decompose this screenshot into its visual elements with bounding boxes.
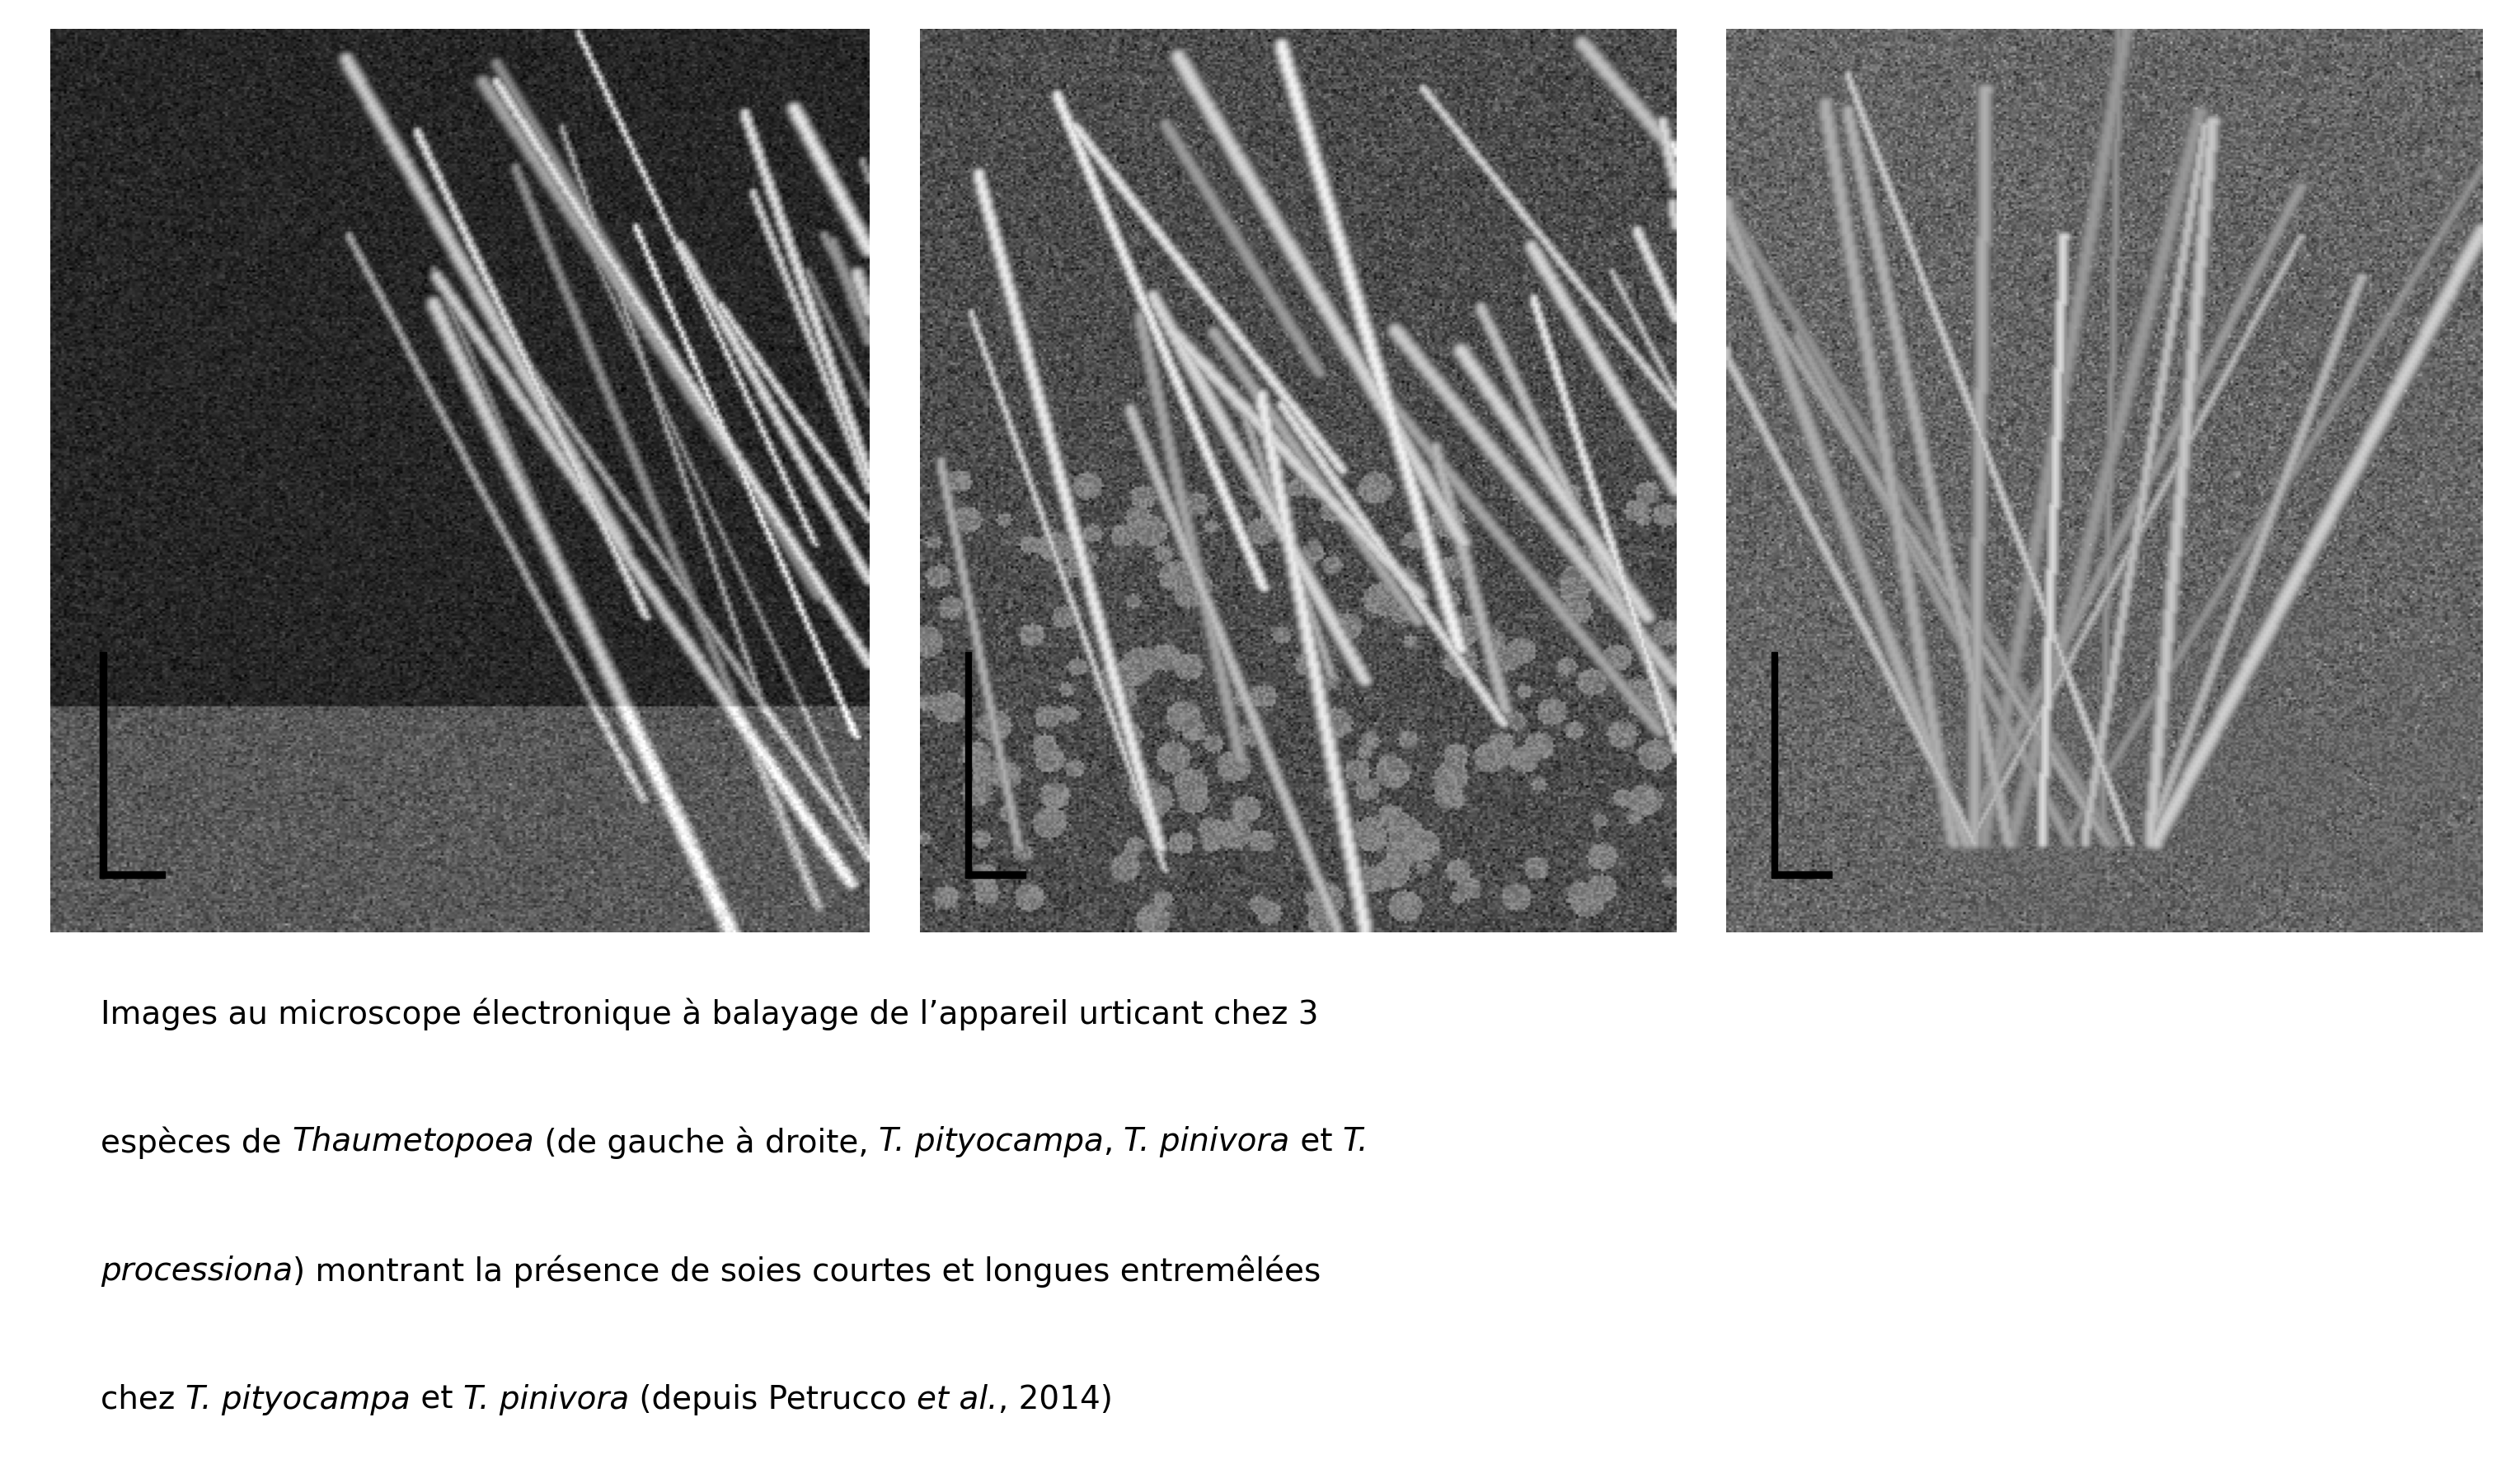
- Bar: [1772, 652, 1777, 878]
- Bar: [965, 652, 970, 878]
- Text: (depuis Petrucco: (depuis Petrucco: [630, 1384, 917, 1415]
- Text: ,: ,: [1104, 1125, 1124, 1158]
- Text: et: et: [411, 1384, 464, 1415]
- Bar: [101, 652, 106, 878]
- Text: T. pityocampa: T. pityocampa: [186, 1384, 411, 1415]
- Text: (de gauche à droite,: (de gauche à droite,: [534, 1125, 879, 1159]
- Text: Images au microscope électronique à balayage de l’appareil urticant chez 3: Images au microscope électronique à bala…: [101, 997, 1318, 1030]
- Text: et: et: [1290, 1125, 1343, 1158]
- Bar: [101, 871, 166, 878]
- Text: T. pityocampa: T. pityocampa: [879, 1125, 1104, 1158]
- Bar: [965, 871, 1026, 878]
- Text: processiona: processiona: [101, 1255, 292, 1285]
- Text: T.: T.: [1343, 1125, 1368, 1158]
- Bar: [1772, 871, 1832, 878]
- Text: chez: chez: [101, 1384, 186, 1415]
- Text: T. pinivora: T. pinivora: [464, 1384, 630, 1415]
- Text: , 2014): , 2014): [998, 1384, 1111, 1415]
- Text: T. pinivora: T. pinivora: [1124, 1125, 1290, 1158]
- Text: espèces de: espèces de: [101, 1125, 292, 1159]
- Text: ) montrant la présence de soies courtes et longues entremêlées: ) montrant la présence de soies courtes …: [292, 1255, 1320, 1287]
- Text: et al.: et al.: [917, 1384, 998, 1415]
- Text: Thaumetopoea: Thaumetopoea: [292, 1125, 534, 1158]
